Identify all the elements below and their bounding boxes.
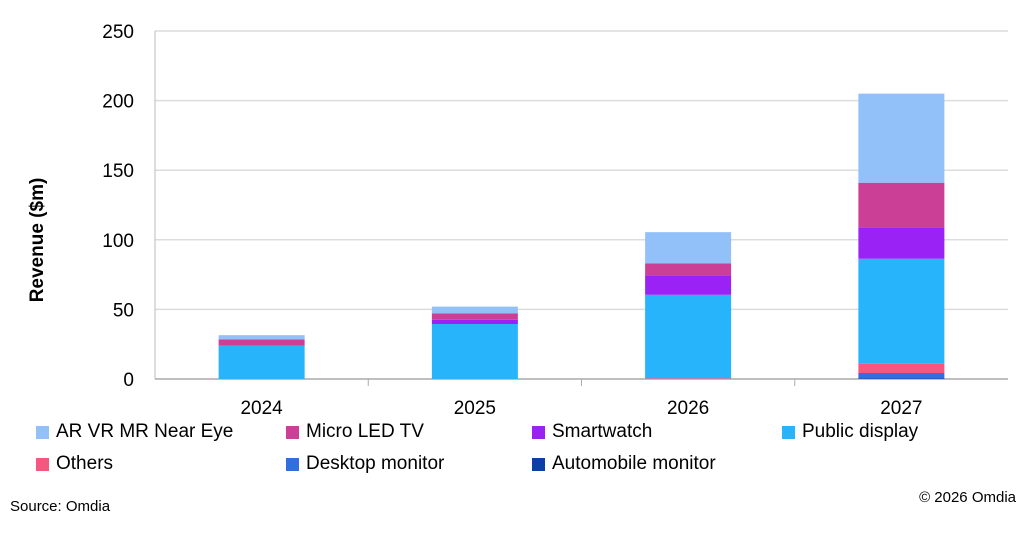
legend-swatch — [36, 425, 49, 439]
bar-segment — [218, 335, 305, 340]
bar-segment — [858, 363, 945, 374]
bar-segment — [858, 93, 945, 183]
copyright: © 2026 Omdia — [919, 489, 1016, 506]
bar-segment — [431, 319, 518, 325]
x-tick-label: 2025 — [454, 398, 496, 419]
x-tick-label: 2027 — [880, 398, 922, 419]
legend-swatch — [532, 457, 545, 471]
legend-label: Others — [56, 453, 114, 474]
bar-segment — [858, 378, 945, 379]
bar-segment — [645, 294, 732, 379]
y-tick-label: 100 — [102, 231, 134, 252]
legend-item: Public display — [782, 421, 1022, 443]
y-tick-label: 200 — [102, 92, 134, 113]
bar-segment — [858, 258, 945, 364]
legend-swatch — [532, 425, 545, 439]
legend-label: AR VR MR Near Eye — [56, 421, 234, 442]
y-tick-label: 250 — [102, 22, 134, 43]
y-axis-label: Revenue ($m) — [27, 178, 48, 303]
bar-segment — [218, 345, 305, 379]
y-tick-label: 150 — [102, 161, 134, 182]
legend-swatch — [782, 425, 795, 439]
bar-segment — [431, 306, 518, 314]
legend: AR VR MR Near Eye Micro LED TV Smartwatch P… — [36, 421, 1016, 475]
legend-item: Automobile monitor — [532, 453, 782, 475]
bar-segment — [645, 232, 732, 264]
legend-label: Automobile monitor — [552, 453, 716, 474]
bar-segment — [431, 313, 518, 320]
y-tick-label: 50 — [113, 300, 134, 321]
bar-segment — [645, 263, 732, 276]
legend-item: Micro LED TV — [286, 421, 532, 443]
legend-label: Micro LED TV — [306, 421, 424, 442]
bar-segment — [858, 182, 945, 228]
legend-swatch — [286, 425, 299, 439]
legend-item: AR VR MR Near Eye — [36, 421, 286, 443]
plot-area: 0 50 100 150 200 250 2024 2025 2026 2027 Revenue (… — [27, 22, 1008, 419]
legend-item: Smartwatch — [532, 421, 782, 443]
bar-segment — [858, 227, 945, 259]
legend-item: Desktop monitor — [286, 453, 532, 475]
source-note: Source: Omdia — [10, 498, 111, 515]
legend-swatch — [286, 457, 299, 471]
bar-segment — [431, 324, 518, 379]
x-tick-label: 2026 — [667, 398, 709, 419]
x-tick-label: 2024 — [240, 398, 283, 419]
legend-label: Smartwatch — [552, 421, 653, 442]
bar-segment — [645, 378, 732, 379]
legend-label: Desktop monitor — [306, 453, 445, 474]
legend-item: Others — [36, 453, 286, 475]
bar-segment — [218, 339, 305, 346]
bar-segment — [858, 373, 945, 379]
bar-segment — [645, 275, 732, 295]
legend-label: Public display — [802, 421, 919, 442]
y-tick-label: 0 — [123, 370, 134, 391]
legend-swatch — [36, 457, 49, 471]
